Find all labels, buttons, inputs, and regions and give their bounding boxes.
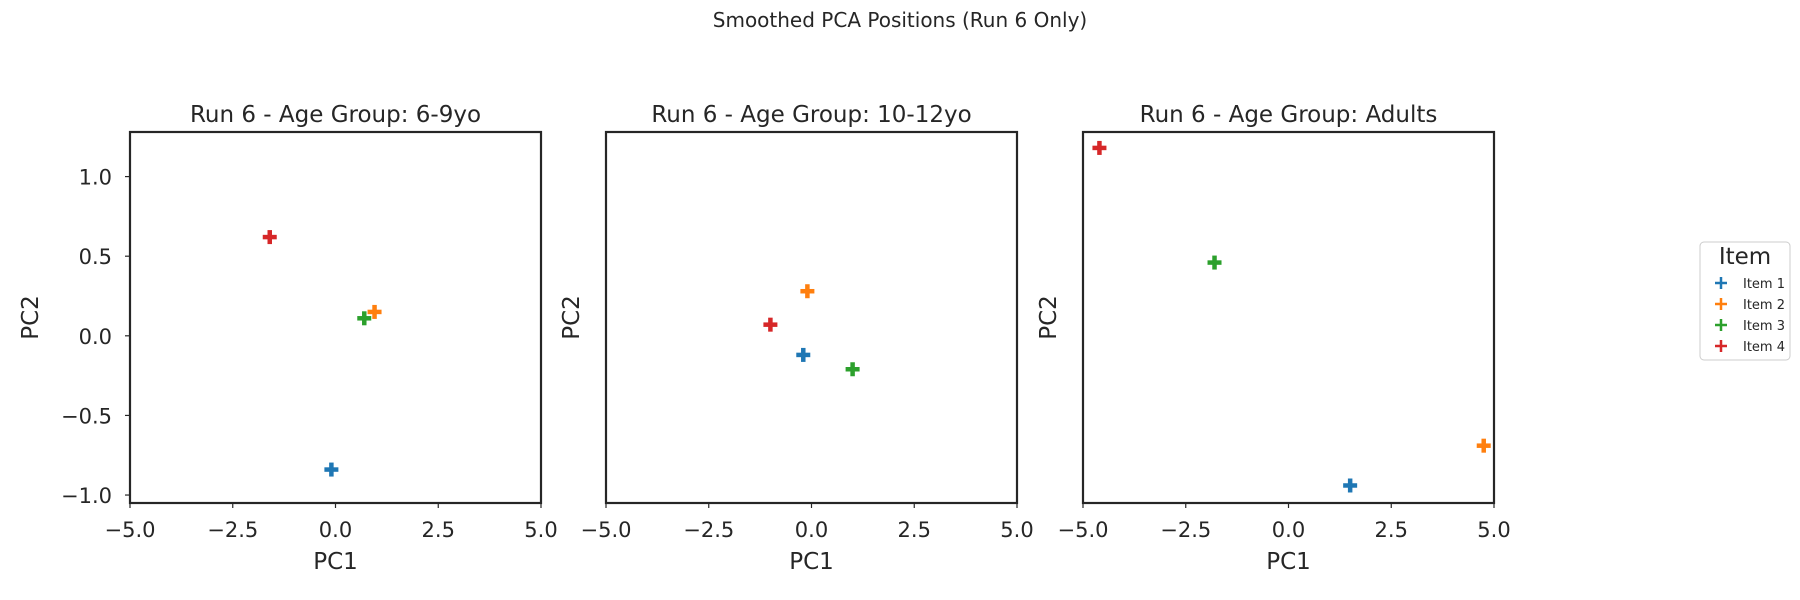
legend-title: Item [1719,244,1771,270]
x-tick-label: 0.0 [319,518,352,542]
panel-3: Run 6 - Age Group: Adults −5.0 −2.5 0.0 2.5 5… [1036,102,1511,575]
panel-frame [604,130,1019,505]
y-tick-label: −0.5 [61,404,112,428]
y-axis-label: PC2 [18,295,44,340]
legend-items: Item 1 Item 2 Item 3 Item 4 [1715,277,1785,355]
x-tick-label: 5.0 [1000,518,1033,542]
figure-suptitle: Smoothed PCA Positions (Run 6 Only) [713,8,1087,32]
x-tick-label: 5.0 [1477,518,1510,542]
legend-entry: Item 2 [1715,298,1785,313]
x-tick-label: 5.0 [524,518,557,542]
panel-title: Run 6 - Age Group: Adults [1140,102,1438,128]
point-item-2 [367,304,382,319]
y-tick-label: −1.0 [61,484,112,508]
panels: Run 6 - Age Group: 6-9yo −5.0 −2.5 0.0 2.5 5.… [18,102,1511,575]
legend-marker [1715,277,1727,289]
point-item-1 [796,347,811,362]
x-tick-label: −2.5 [683,518,734,542]
point-item-4 [763,317,778,332]
legend-label: Item 4 [1743,340,1785,355]
x-tick-label: 2.5 [1375,518,1408,542]
legend-label: Item 3 [1743,319,1785,334]
x-tick-label: −2.5 [1160,518,1211,542]
x-tick-label: −5.0 [581,518,632,542]
legend-entry: Item 4 [1715,340,1785,355]
x-tick-label: −5.0 [105,518,156,542]
point-item-2 [1476,438,1491,453]
legend-label: Item 1 [1743,277,1785,292]
legend-entry: Item 3 [1715,319,1785,334]
x-tick-label: 0.0 [1272,518,1305,542]
panel-frame [1081,130,1496,505]
x-tick-label: −5.0 [1058,518,1109,542]
x-tick-label: 2.5 [422,518,455,542]
legend-label: Item 2 [1743,298,1785,313]
x-tick-label: 2.5 [898,518,931,542]
x-axis-label: PC1 [313,549,358,575]
x-tick-label: 0.0 [795,518,828,542]
panel-title: Run 6 - Age Group: 6-9yo [190,102,481,128]
point-item-1 [1343,478,1358,493]
y-axis-label: PC2 [1036,295,1062,340]
legend-entry: Item 1 [1715,277,1785,292]
point-item-3 [357,311,372,326]
legend-frame [1699,241,1791,361]
legend-marker [1715,319,1727,331]
point-item-4 [1092,140,1107,155]
x-tick-label: −2.5 [207,518,258,542]
point-item-3 [845,362,860,377]
y-tick-label: 0.5 [79,245,112,269]
panel-frame [128,130,543,505]
point-item-4 [262,230,277,245]
legend-marker [1715,298,1727,310]
point-item-2 [800,284,815,299]
panel-2: Run 6 - Age Group: 10-12yo −5.0 −2.5 0.0 2.5… [559,102,1034,575]
point-item-1 [324,462,339,477]
point-item-3 [1207,255,1222,270]
y-tick-label: 1.0 [79,166,112,190]
panel-1: Run 6 - Age Group: 6-9yo −5.0 −2.5 0.0 2.5 5.… [18,102,558,575]
y-axis-label: PC2 [559,295,585,340]
panel-title: Run 6 - Age Group: 10-12yo [651,102,971,128]
x-axis-label: PC1 [1266,549,1311,575]
legend-marker [1715,340,1727,352]
x-axis-label: PC1 [789,549,834,575]
legend: Item Item 1 Item 2 Item 3 Item 4 [1699,241,1791,361]
y-tick-label: 0.0 [79,325,112,349]
